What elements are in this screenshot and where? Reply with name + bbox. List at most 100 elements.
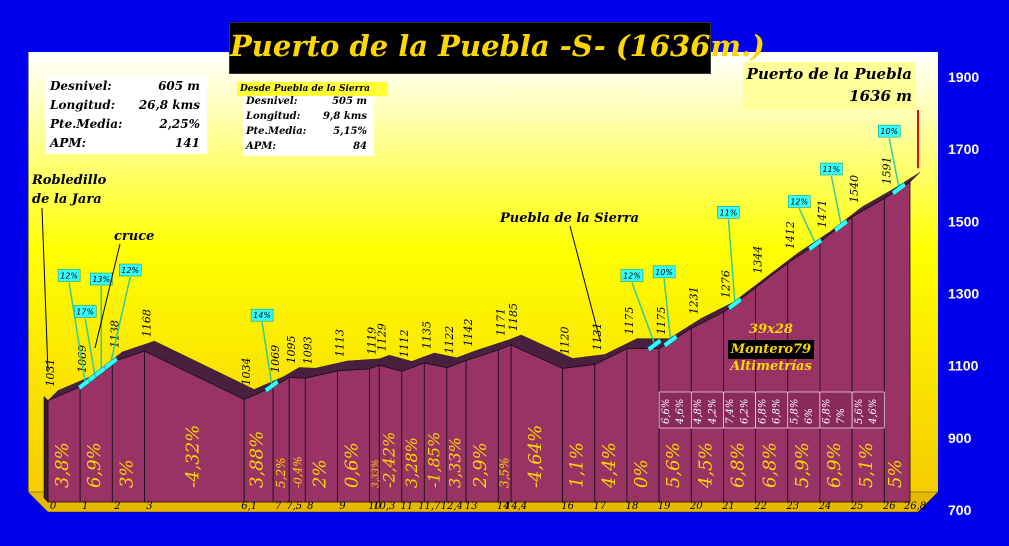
elevation-label: 1095	[285, 335, 298, 363]
elevation-label: 1540	[848, 175, 861, 203]
max-slope-marker	[663, 334, 678, 348]
segment-slope-label: 3,5%	[498, 458, 512, 488]
stats-box: Desnivel: 605 m Longitud: 26,8 kms Pte.Media…	[46, 76, 207, 154]
max-slope-tag	[717, 206, 740, 219]
x-tick-label: 1	[82, 501, 88, 512]
max-slope-marker	[807, 237, 823, 252]
summit-name: Puerto de la Puebla	[746, 65, 912, 83]
stats-sub-value: 505 m	[332, 96, 367, 107]
x-tick-label: 19	[658, 501, 671, 512]
max-slope-tag	[878, 124, 901, 138]
segment-slope-label: 2%	[309, 459, 330, 489]
segment-slope-label: 5%	[885, 459, 906, 488]
max-slope-tag	[118, 263, 142, 277]
elevation-label: 1131	[591, 322, 604, 350]
segment-slope-label: 4,4%	[599, 442, 620, 489]
max-slope-tag-label: 13%	[92, 275, 110, 284]
x-tick-label: 25	[850, 501, 864, 512]
max-slope-leader	[631, 282, 656, 344]
halfkm-slope-label: 6,8%	[772, 399, 783, 424]
max-slope-leader	[830, 175, 842, 225]
halfkm-slope-label: 7,4%	[725, 399, 736, 424]
stats-sub-label: Longitud:	[246, 111, 301, 122]
max-slope-tag	[620, 269, 644, 282]
stats-main-row: Pte.Media: 2,25%	[50, 117, 204, 136]
elevation-label: 1412	[784, 221, 797, 249]
elevation-label: 1129	[375, 323, 388, 351]
elevation-label: 1093	[301, 336, 314, 364]
place-start-leader	[41, 207, 49, 373]
place-start-line2: de la Jara	[32, 192, 102, 207]
stats-main-value: 26,8 kms	[138, 98, 200, 112]
x-tick-label: 16	[561, 501, 574, 512]
x-tick-label: 3	[146, 501, 152, 512]
stats-main-value: 2,25%	[159, 117, 200, 131]
stats-main-label: Pte.Media:	[50, 117, 123, 131]
max-slope-tag	[89, 272, 113, 286]
segment-slope-label: 5,9%	[792, 442, 813, 488]
segment-slope-label: 6,9%	[824, 442, 845, 488]
halfkm-slope-label: 7%	[836, 408, 847, 424]
y-tick-label: 1500	[948, 213, 979, 229]
x-tick-label: 14	[497, 501, 510, 512]
stats-main-row: APM: 141	[50, 136, 204, 155]
x-tick-label: 18	[626, 501, 639, 512]
halfkm-slope-label: 6,8%	[822, 399, 833, 424]
place-start-line1: Robledillo	[31, 173, 107, 188]
y-tick-label: 1300	[948, 286, 979, 302]
elevation-label: 1031	[44, 359, 57, 387]
halfkm-box	[787, 391, 821, 429]
max-slope-leader	[663, 278, 672, 340]
x-tick-label: 22	[753, 501, 767, 512]
halfkm-box	[755, 391, 789, 429]
author-label: Montero79	[728, 340, 814, 359]
title-box: Puerto de la Puebla -S- (1636m.)	[229, 22, 765, 74]
max-slope-leader	[84, 318, 96, 375]
max-slope-tag-label: 17%	[76, 308, 94, 317]
max-slope-leader	[110, 276, 131, 363]
segment-slope-label: 3,8%	[52, 442, 73, 488]
stats-sub-row: APM: 84	[246, 141, 371, 156]
elevation-label: 1591	[880, 156, 893, 184]
halfkm-box	[819, 391, 853, 429]
max-slope-tag-label: 12%	[60, 271, 78, 280]
summit-box: Puerto de la Puebla 1636 m	[743, 62, 916, 110]
max-slope-tag-label: 11%	[720, 208, 738, 217]
segment-slope-label: 3,28%	[402, 437, 421, 488]
segment-slope-label: 2,9%	[470, 442, 491, 489]
max-slope-tag-label: 11%	[822, 165, 840, 174]
elevation-label: 1113	[333, 329, 346, 357]
segment-slope-label: 5,6%	[663, 442, 684, 488]
elevation-label: 1276	[719, 270, 732, 298]
max-slope-marker	[264, 379, 280, 394]
segment-slope-label: 3,33%	[371, 459, 381, 488]
halfkm-slope-label: 6,8%	[757, 399, 768, 424]
elevation-label: 1122	[443, 326, 456, 354]
halfkm-slope-label: 4,2%	[707, 399, 718, 425]
x-tick-label: 12,4	[441, 501, 463, 512]
x-tick-label: 17	[593, 501, 606, 512]
max-slope-tag	[652, 265, 676, 279]
segment-slope-label: -2,42%	[380, 432, 399, 488]
profile-segment	[883, 181, 911, 503]
segment-slope-label: -4,64%	[525, 425, 546, 488]
halfkm-slope-label: 5,8%	[789, 399, 800, 424]
stats-main-label: Longitud:	[50, 98, 116, 112]
halfkm-box	[851, 391, 885, 429]
max-slope-leader	[798, 208, 816, 244]
x-tick-label: 8	[307, 501, 313, 512]
y-tick-label: 1700	[948, 141, 979, 157]
max-slope-tag-label: 12%	[623, 271, 641, 280]
x-tick-label: 21	[721, 501, 735, 512]
segment-slope-label: -1,85%	[425, 432, 444, 488]
x-tick-label: 26	[882, 501, 896, 512]
scale-label: 39x28	[749, 322, 793, 337]
sub-stats-title: Desde Puebla de la Sierra	[237, 82, 388, 96]
stats-sub-value: 5,15%	[333, 126, 367, 137]
x-tick-label: 7,5	[286, 501, 302, 512]
segment-slope-label: 6,9%	[84, 442, 105, 488]
max-slope-tag-label: 14%	[253, 311, 271, 320]
elevation-label: 1138	[108, 320, 121, 348]
place-puebla-leader	[569, 225, 601, 341]
